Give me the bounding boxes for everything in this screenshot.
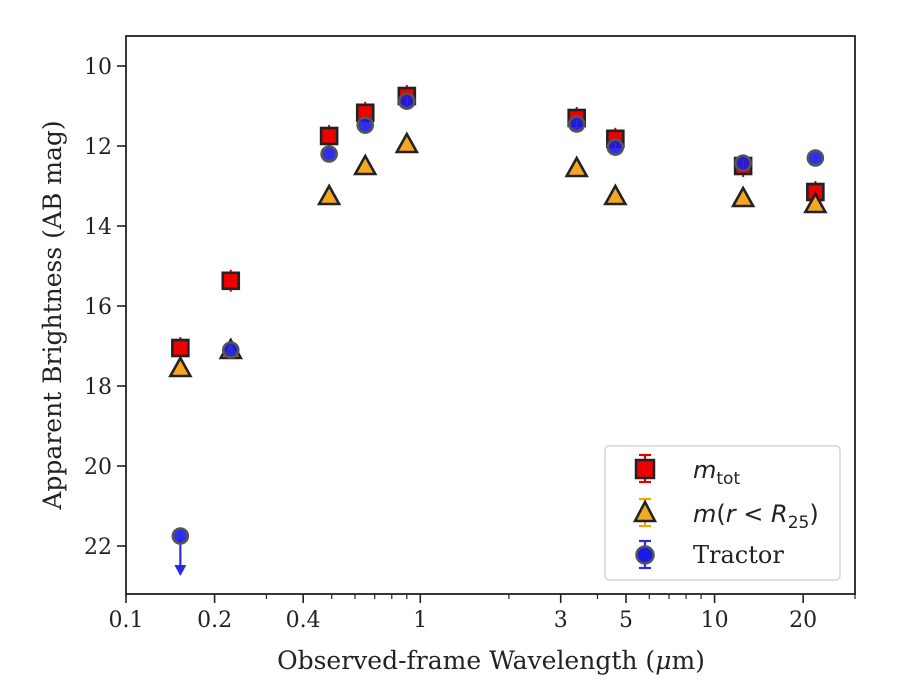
y-axis: 10 12 14 16 18 20 22 xyxy=(84,55,126,560)
legend-label-tractor: Tractor xyxy=(693,541,784,569)
legend-label-mtot: mtot xyxy=(693,456,740,489)
legend-frame xyxy=(604,445,841,581)
point-mr25 xyxy=(603,183,628,206)
point-mr25 xyxy=(803,191,828,214)
y-tick-label: 22 xyxy=(84,535,112,560)
y-tick-label: 12 xyxy=(84,135,112,160)
point-mr25 xyxy=(730,185,756,208)
legend-label-mtot-main: m xyxy=(693,456,716,484)
y-tick-label: 14 xyxy=(84,215,112,240)
x-axis: 0.1 0.2 0.4 1 3 5 10 20 xyxy=(109,594,856,633)
x-axis-label-unit: m) xyxy=(671,646,704,675)
legend-entry-mtot: mtot xyxy=(634,453,740,489)
legend-label-mr25-lt: < xyxy=(736,500,771,528)
x-tick-label: 5 xyxy=(619,608,633,633)
x-tick-label: 3 xyxy=(554,608,568,633)
y-tick-label: 16 xyxy=(84,295,112,320)
point-mr25 xyxy=(564,155,589,178)
point-mtot xyxy=(319,126,339,146)
y-tick-label: 20 xyxy=(84,455,112,480)
legend-marker-triangle xyxy=(632,499,658,523)
legend-label-mr25-r: r xyxy=(726,500,738,528)
x-tick-label: 10 xyxy=(701,608,729,633)
y-tick-label: 10 xyxy=(84,55,112,80)
x-axis-label: Observed-frame Wavelength (μm) xyxy=(277,646,705,675)
data-markers xyxy=(168,85,828,576)
point-mr25 xyxy=(394,131,420,154)
point-mr25 xyxy=(353,153,378,176)
legend-label-mr25-paren-close: ) xyxy=(809,500,818,528)
legend-label-mtot-sub: tot xyxy=(716,469,740,489)
upper-limit-arrow-head xyxy=(174,565,187,576)
legend-label-mr25-sub: 25 xyxy=(788,513,810,533)
x-tick-label: 0.2 xyxy=(197,608,232,633)
x-tick-label: 0.1 xyxy=(109,608,144,633)
x-tick-label: 0.4 xyxy=(286,608,321,633)
x-tick-label: 1 xyxy=(413,608,427,633)
point-mtot xyxy=(221,271,241,291)
plot-frame xyxy=(125,35,856,595)
x-tick-label: 20 xyxy=(789,608,817,633)
legend-entry-tractor: Tractor xyxy=(635,539,784,570)
legend-label-mr25-R: R xyxy=(771,500,788,528)
legend-marker-square xyxy=(634,458,656,480)
y-tick-label: 18 xyxy=(84,375,112,400)
legend: mtot m(r < R25) Tractor xyxy=(604,445,841,581)
legend-label-mr25-paren-open: ( xyxy=(716,500,725,528)
point-mtot xyxy=(171,338,190,358)
x-axis-label-mu: μ xyxy=(655,646,671,675)
point-mr25 xyxy=(168,355,193,378)
legend-entry-mr25: m(r < R25) xyxy=(632,497,819,533)
legend-marker-circle xyxy=(635,545,655,565)
legend-label-mr25: m(r < R25) xyxy=(693,500,819,533)
y-axis-label: Apparent Brightness (AB mag) xyxy=(38,120,67,510)
point-mr25 xyxy=(316,183,342,206)
legend-label-mr25-m: m xyxy=(693,500,716,528)
x-axis-label-main: Observed-frame Wavelength ( xyxy=(277,646,655,675)
